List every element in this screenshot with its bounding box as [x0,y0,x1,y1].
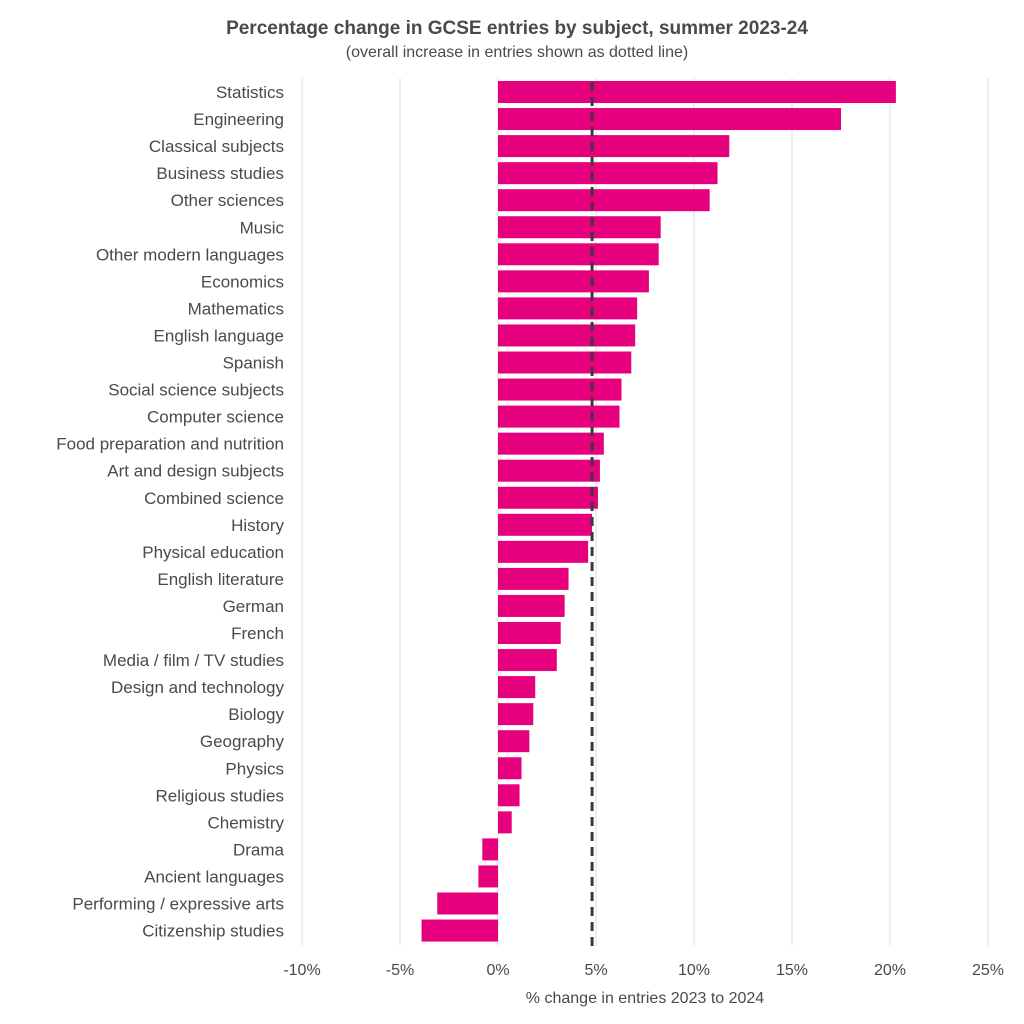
category-label: Other sciences [171,191,284,210]
bar [498,405,620,428]
x-tick-label: 5% [584,962,607,979]
category-label: Other modern languages [96,245,284,264]
category-label: Classical subjects [149,137,284,156]
bar [498,189,710,212]
bar [498,649,557,672]
category-label: Business studies [156,164,284,183]
category-label: Chemistry [207,813,284,832]
bar [498,297,638,320]
bar [498,243,659,266]
category-label: Design and technology [111,678,284,697]
x-tick-label: -10% [283,962,320,979]
bar [498,108,841,131]
x-axis-title: % change in entries 2023 to 2024 [526,990,765,1007]
bar [498,784,520,807]
category-label: Spanish [223,354,284,373]
bar [498,216,661,239]
bar [482,838,498,861]
bar [498,540,589,563]
bar [498,162,718,185]
bar [498,324,636,347]
category-label: English language [154,326,284,345]
category-label: French [231,624,284,643]
category-label: Performing / expressive arts [72,895,284,914]
category-label: Biology [228,705,284,724]
category-label: Music [240,218,285,237]
category-label: Ancient languages [144,867,284,886]
bar [498,378,622,401]
category-label: Economics [201,272,284,291]
bar [498,459,600,482]
bar [498,351,632,374]
category-label: German [223,597,284,616]
bar [498,432,604,455]
category-label: Social science subjects [108,381,284,400]
category-label: Media / film / TV studies [103,651,284,670]
x-tick-label: 25% [972,962,1004,979]
x-tick-label: 10% [678,962,710,979]
category-label: Physical education [142,543,284,562]
bar [498,81,896,103]
x-tick-label: -5% [386,962,414,979]
category-label: Drama [233,840,285,859]
category-label: Citizenship studies [142,922,284,941]
bar [498,135,730,158]
bar [498,594,565,617]
category-label: Mathematics [188,299,284,318]
category-label: Religious studies [155,786,284,805]
bar [498,567,569,590]
bar [498,622,561,644]
category-label: Statistics [216,83,284,102]
bar [498,513,593,536]
category-label: English literature [157,570,284,589]
category-label: Food preparation and nutrition [56,435,284,454]
x-tick-label: 20% [874,962,906,979]
bar [498,486,598,509]
bar [478,865,498,888]
x-tick-label: 0% [486,962,509,979]
bar [498,703,534,726]
chart-subtitle: (overall increase in entries shown as do… [345,44,689,61]
category-label: Computer science [147,408,284,427]
bar [421,919,498,942]
category-label: Geography [200,732,285,751]
bar [437,892,498,915]
bar [498,270,649,293]
category-label: Combined science [144,489,284,508]
category-label: History [231,516,284,535]
chart-title: Percentage change in GCSE entries by sub… [226,18,808,39]
category-label: Engineering [193,110,284,129]
bar [498,676,536,699]
bar [498,811,512,834]
category-label: Physics [225,759,284,778]
bar [498,757,522,780]
category-label: Art and design subjects [107,462,284,481]
bar [498,730,530,753]
x-tick-label: 15% [776,962,808,979]
